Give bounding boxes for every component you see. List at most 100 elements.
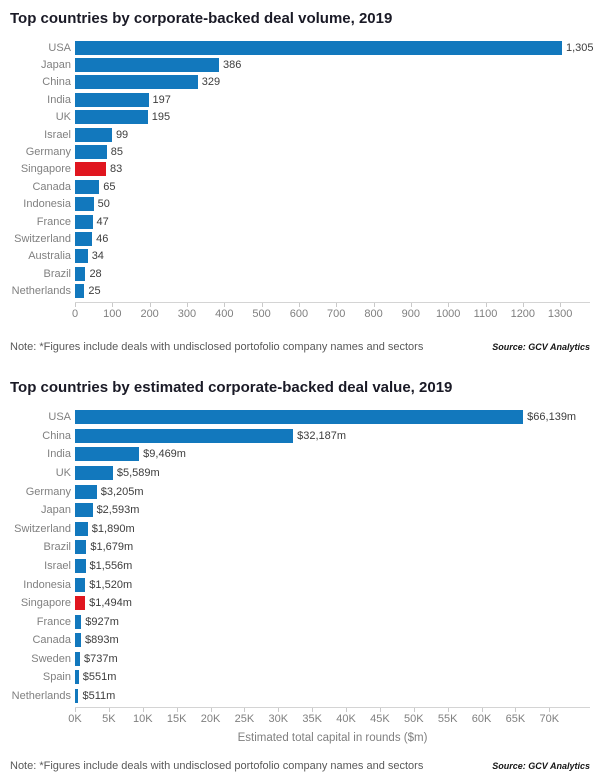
bar-zone: 99 (75, 127, 590, 142)
bar-zone: $2,593m (75, 503, 590, 518)
bar-zone: $9,469m (75, 447, 590, 462)
chart-volume-title: Top countries by corporate-backed deal v… (10, 10, 393, 27)
chart-row: Japan $2,593m (10, 501, 590, 520)
highlight-bar (75, 596, 86, 611)
chart-row: Israel 99 (10, 126, 590, 143)
bar-zone: 50 (75, 197, 590, 212)
data-bar (75, 689, 79, 704)
value-label: 99 (115, 128, 129, 141)
category-label: Singapore (20, 163, 71, 176)
category-label: Singapore (20, 597, 71, 610)
data-bar (75, 465, 113, 480)
value-label: $3,205m (100, 485, 144, 498)
axis-tick-mark (346, 708, 348, 713)
bar-zone: 85 (75, 145, 590, 160)
axis-tick-label: 20K (200, 713, 221, 726)
data-bar (75, 214, 93, 229)
axis-tick-mark (149, 302, 151, 307)
value-label: 1,305 (566, 41, 594, 54)
bar-zone: 386 (75, 58, 590, 73)
data-bar (75, 670, 79, 685)
chart-value-section: Top countries by estimated corporate-bac… (10, 379, 590, 772)
category-label: Japan (41, 59, 71, 72)
chart-row: India 197 (10, 91, 590, 108)
chart-row: Sweden $737m (10, 650, 590, 669)
bar-zone: $66,139m (75, 410, 590, 425)
axis-tick-mark (108, 708, 110, 713)
bar-zone: $5,589m (75, 465, 590, 480)
data-bar (75, 521, 88, 536)
axis-tick-label: 10K (132, 713, 153, 726)
data-bar (75, 503, 93, 518)
value-label: 329 (201, 76, 221, 89)
axis-tick-mark (224, 302, 226, 307)
value-label: $1,520m (89, 578, 133, 591)
chart-row: Canada $893m (10, 631, 590, 650)
category-label: USA (48, 411, 71, 424)
value-label: $1,679m (90, 541, 134, 554)
category-label: UK (55, 111, 71, 124)
data-bar (75, 249, 88, 264)
axis-tick-mark (176, 708, 178, 713)
bar-zone: 83 (75, 162, 590, 177)
axis-tick-mark (298, 302, 300, 307)
chart-row: Indonesia 50 (10, 196, 590, 213)
value-label: $893m (85, 634, 119, 647)
axis-tick-label: 300 (177, 307, 197, 320)
category-label: Canada (32, 634, 71, 647)
category-label: Australia (28, 250, 71, 263)
category-label: China (42, 429, 71, 442)
footnote: Note: *Figures include deals with undisc… (10, 340, 424, 353)
axis-tick-mark (261, 302, 263, 307)
value-label: $32,187m (297, 429, 347, 442)
axis-tick-label: 200 (140, 307, 159, 320)
chart-row: Switzerland $1,890m (10, 519, 590, 538)
axis-tick-mark (379, 708, 381, 713)
category-label: Switzerland (14, 232, 71, 245)
chart-row: Switzerland 46 (10, 230, 590, 247)
chart-row: Singapore 83 (10, 161, 590, 178)
axis-tick-mark (485, 302, 487, 307)
category-label: Israel (44, 128, 71, 141)
category-label: USA (48, 41, 71, 54)
data-bar (75, 179, 100, 194)
value-label: $927m (85, 615, 119, 628)
axis-tick-mark (410, 302, 412, 307)
axis-tick-label: 1000 (435, 307, 461, 320)
axis-tick-label: 500 (252, 307, 271, 320)
footnote-row: Note: *Figures include deals with undisc… (10, 341, 590, 353)
axis-tick-label: 800 (364, 307, 383, 320)
plot-area: USA 1,305 Japan 386 China 329 India 197 UK 195 Isr… (10, 39, 594, 300)
axis-tick-label: 65K (505, 713, 526, 726)
axis-tick-mark (312, 708, 314, 713)
category-label: Spain (42, 671, 71, 684)
axis-tick-mark (373, 302, 375, 307)
chart-row: Brazil 28 (10, 265, 590, 282)
axis-tick-mark (447, 708, 449, 713)
category-label: Japan (41, 504, 71, 517)
category-label: China (42, 76, 71, 89)
data-bar (75, 197, 94, 212)
data-bar (75, 540, 87, 555)
value-label: $5,589m (116, 466, 160, 479)
axis-tick-label: 55K (437, 713, 458, 726)
category-label: Switzerland (14, 522, 71, 535)
bar-zone: 25 (75, 284, 590, 299)
data-bar (75, 484, 97, 499)
chart-row: Indonesia $1,520m (10, 575, 590, 594)
data-bar (75, 284, 85, 299)
chart-row: Israel $1,556m (10, 557, 590, 576)
chart-row: Japan 386 (10, 56, 590, 73)
source-credit: Source: GCV Analytics (492, 341, 590, 352)
chart-row: Australia 34 (10, 248, 590, 265)
axis-tick-label: 100 (103, 307, 122, 320)
axis-tick-mark (210, 708, 212, 713)
bar-zone: $927m (75, 614, 590, 629)
data-bar (75, 614, 82, 629)
bar-zone: 197 (75, 92, 590, 107)
chart-row: USA 1,305 (10, 39, 594, 56)
data-bar (75, 651, 80, 666)
category-label: India (47, 93, 71, 106)
category-label: Sweden (31, 652, 71, 665)
bar-zone: 195 (75, 110, 590, 125)
